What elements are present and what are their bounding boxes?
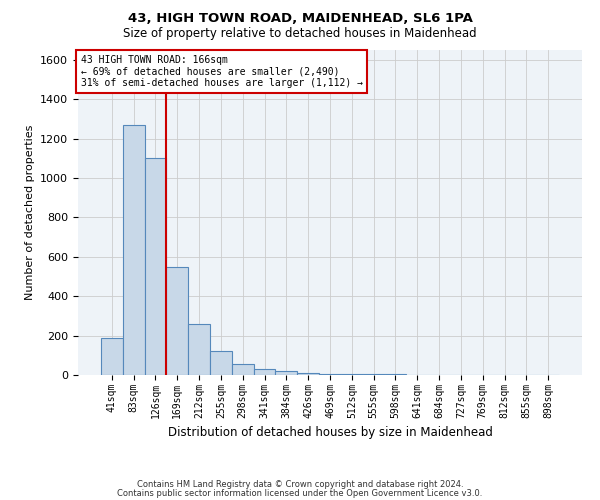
Bar [123,125,145,375]
Bar [101,338,123,375]
Text: 43, HIGH TOWN ROAD, MAIDENHEAD, SL6 1PA: 43, HIGH TOWN ROAD, MAIDENHEAD, SL6 1PA [128,12,472,26]
Y-axis label: Number of detached properties: Number of detached properties [25,125,35,300]
Bar [210,352,232,375]
Bar [319,374,341,375]
Bar [188,324,210,375]
Bar [275,371,297,375]
Bar [297,374,319,375]
Text: Contains HM Land Registry data © Crown copyright and database right 2024.: Contains HM Land Registry data © Crown c… [137,480,463,489]
Bar [166,266,188,375]
Text: Size of property relative to detached houses in Maidenhead: Size of property relative to detached ho… [123,28,477,40]
Bar [363,374,385,375]
X-axis label: Distribution of detached houses by size in Maidenhead: Distribution of detached houses by size … [167,426,493,439]
Text: 43 HIGH TOWN ROAD: 166sqm
← 69% of detached houses are smaller (2,490)
31% of se: 43 HIGH TOWN ROAD: 166sqm ← 69% of detac… [80,55,362,88]
Bar [254,369,275,375]
Bar [145,158,166,375]
Bar [341,374,363,375]
Bar [232,364,254,375]
Text: Contains public sector information licensed under the Open Government Licence v3: Contains public sector information licen… [118,488,482,498]
Bar [385,374,406,375]
